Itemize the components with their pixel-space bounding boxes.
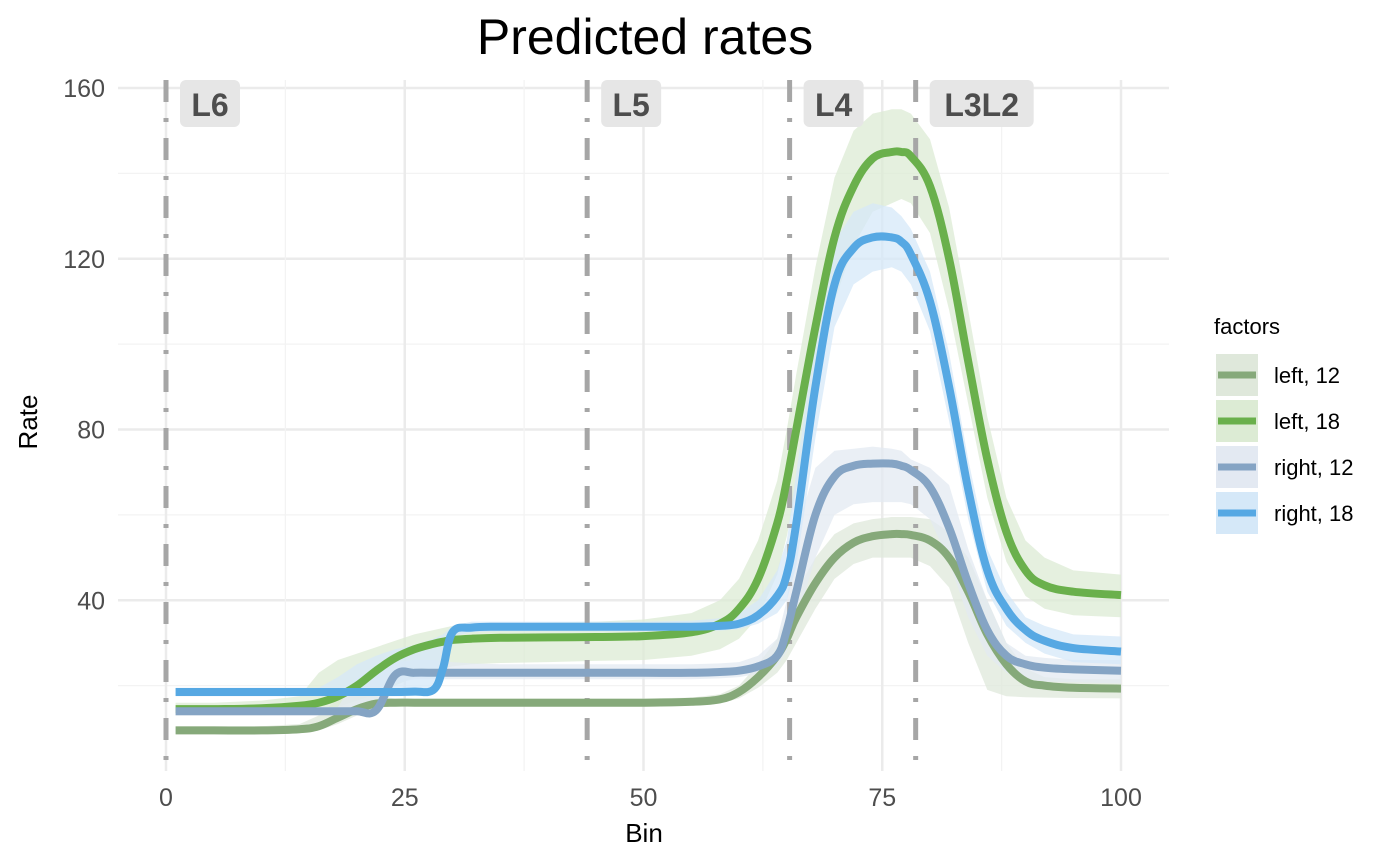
series-line-left-12	[175, 529, 1122, 735]
y-axis-title: Rate	[13, 395, 43, 450]
region-label-L3L2: L3L2	[929, 80, 1034, 127]
region-label-box	[929, 80, 1034, 127]
region-label-text: L6	[191, 87, 228, 123]
x-tick-label: 100	[1100, 784, 1142, 812]
y-tick-label: 120	[63, 246, 105, 274]
x-tick-labels: 0 25 50 75 100	[159, 784, 1142, 812]
series-line-right-12	[175, 459, 1122, 718]
y-tick-label: 160	[63, 75, 105, 103]
legend-label: left, 18	[1274, 409, 1340, 434]
x-tick-label: 0	[159, 784, 173, 812]
series-line-left-18	[175, 147, 1122, 714]
x-tick-label: 50	[630, 784, 658, 812]
y-tick-label: 80	[77, 417, 105, 445]
x-axis-title: Bin	[625, 818, 663, 848]
region-label-L5: L5	[601, 80, 662, 127]
region-label-box	[601, 80, 662, 127]
region-label-text: L4	[815, 87, 853, 123]
legend-label: right, 12	[1274, 455, 1354, 480]
x-tick-label: 25	[391, 784, 419, 812]
legend-label: left, 12	[1274, 363, 1340, 388]
legend-item: left, 18	[1216, 400, 1340, 442]
region-labels: L6 L5 L4 L3L2	[180, 80, 1034, 127]
legend-title: factors	[1214, 314, 1280, 339]
region-label-box	[803, 80, 864, 127]
chart-title: Predicted rates	[477, 9, 813, 65]
legend-label: right, 18	[1274, 501, 1354, 526]
region-label-L4: L4	[803, 80, 864, 127]
legend-item: right, 18	[1216, 492, 1354, 534]
legend: factors left, 12 left, 18 right, 12 right, …	[1214, 314, 1354, 534]
series-line-right-18	[175, 232, 1122, 697]
region-label-text: L5	[612, 87, 649, 123]
legend-item: left, 12	[1216, 354, 1340, 396]
y-tick-label: 40	[77, 587, 105, 615]
region-label-box	[180, 80, 240, 127]
x-tick-label: 75	[868, 784, 896, 812]
region-label-text: L3L2	[944, 87, 1019, 123]
legend-item: right, 12	[1216, 446, 1354, 488]
region-label-L6: L6	[180, 80, 240, 127]
y-tick-labels: 40 80 120 160	[63, 75, 105, 615]
series-lines	[175, 147, 1122, 735]
